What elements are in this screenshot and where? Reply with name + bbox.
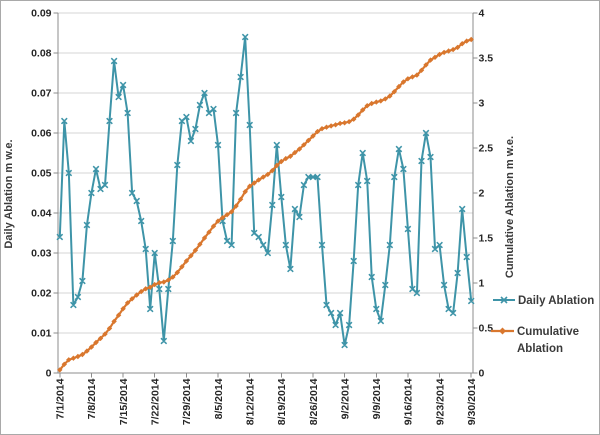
- legend-entry-daily: Daily Ablation: [493, 295, 594, 307]
- legend-label-daily: Daily Ablation: [518, 295, 594, 307]
- left-tick-label: 0.02: [31, 288, 52, 300]
- left-axis-title: Daily Ablation m w.e.: [3, 139, 15, 248]
- right-tick-label: 1: [479, 278, 485, 290]
- diamond-marker-icon: [499, 327, 506, 335]
- left-tick-label: 0.04: [31, 208, 52, 220]
- left-tick-label: 0: [46, 368, 52, 380]
- cumulative-ablation-series: [57, 36, 474, 373]
- axes: [57, 13, 474, 374]
- x-tick-label: 9/9/2014: [371, 378, 383, 419]
- left-tick-label: 0.06: [31, 128, 52, 140]
- x-tick-label: 7/8/2014: [86, 378, 98, 419]
- right-tick-label: 0.5: [479, 323, 494, 335]
- x-tick-label: 7/15/2014: [118, 378, 130, 425]
- x-tick-label: 9/30/2014: [466, 378, 478, 425]
- x-tick-label: 9/23/2014: [434, 378, 446, 425]
- right-tick-label: 2.5: [479, 143, 494, 155]
- left-tick-label: 0.09: [31, 8, 52, 20]
- legend: Daily Ablation Cumulative Ablation: [491, 295, 594, 355]
- tick-labels: 0 0.01 0.02 0.03 0.04 0.05 0.06 0.07 0.08 0.09 0 0.…: [31, 8, 493, 426]
- x-tick-label: 9/16/2014: [403, 378, 415, 425]
- x-tick-label: 7/29/2014: [181, 378, 193, 425]
- left-tick-label: 0.08: [31, 48, 52, 60]
- x-tick-label: 8/12/2014: [244, 378, 256, 425]
- legend-entry-cumulative: Cumulative Ablation: [491, 326, 579, 355]
- right-tick-label: 4: [479, 8, 485, 20]
- x-marker-icon: [500, 296, 508, 304]
- x-tick-label: 8/26/2014: [308, 378, 320, 425]
- left-tick-label: 0.03: [31, 248, 52, 260]
- legend-label-cumulative-line1: Cumulative: [517, 326, 579, 338]
- right-tick-label: 3: [479, 98, 485, 110]
- legend-label-cumulative-line2: Ablation: [517, 343, 563, 355]
- right-tick-label: 1.5: [479, 233, 494, 245]
- x-tick-label: 7/22/2014: [150, 378, 162, 425]
- right-axis-title: Cumulative Ablation m w.e.: [504, 136, 516, 278]
- left-tick-label: 0.01: [31, 328, 52, 340]
- right-tick-label: 0: [479, 368, 485, 380]
- left-tick-label: 0.07: [31, 88, 52, 100]
- x-tick-label: 7/1/2014: [55, 378, 67, 419]
- right-tick-label: 3.5: [479, 53, 494, 65]
- x-tick-label: 8/5/2014: [213, 378, 225, 419]
- gridlines: [58, 12, 473, 334]
- x-tick-label: 8/19/2014: [276, 378, 288, 425]
- axis-ticks: [53, 12, 478, 378]
- right-tick-label: 2: [479, 188, 485, 200]
- x-tick-label: 9/2/2014: [339, 378, 351, 419]
- daily-ablation-series: [56, 33, 475, 349]
- left-tick-label: 0.05: [31, 168, 52, 180]
